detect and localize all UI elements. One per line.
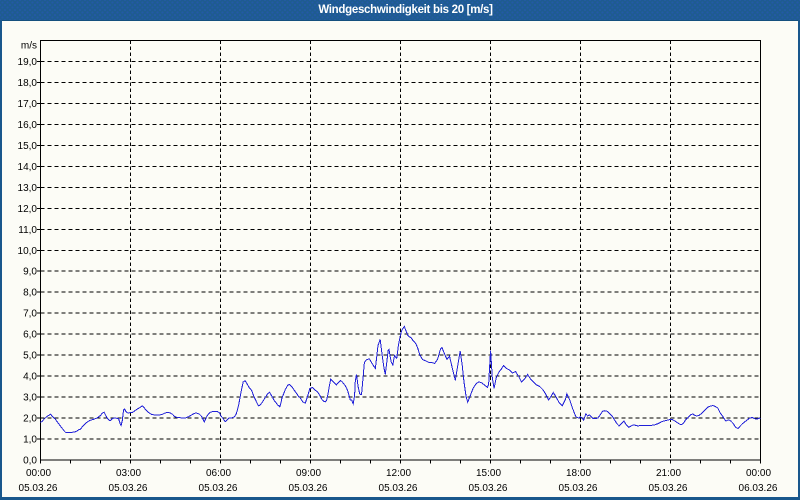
svg-text:14,0: 14,0 <box>18 162 38 173</box>
svg-text:06.03.26: 06.03.26 <box>739 483 778 494</box>
svg-text:8,0: 8,0 <box>23 288 37 299</box>
svg-text:00:00: 00:00 <box>746 468 771 479</box>
svg-text:12,0: 12,0 <box>18 204 38 215</box>
svg-text:13,0: 13,0 <box>18 183 38 194</box>
svg-text:05.03.26: 05.03.26 <box>19 483 58 494</box>
svg-text:00:00: 00:00 <box>26 468 51 479</box>
svg-text:05.03.26: 05.03.26 <box>109 483 148 494</box>
svg-text:3,0: 3,0 <box>23 393 37 404</box>
svg-text:05.03.26: 05.03.26 <box>289 483 328 494</box>
svg-text:19,0: 19,0 <box>18 57 38 68</box>
svg-text:15:00: 15:00 <box>476 468 501 479</box>
svg-text:05.03.26: 05.03.26 <box>379 483 418 494</box>
svg-text:5,0: 5,0 <box>23 351 37 362</box>
svg-text:06:00: 06:00 <box>206 468 231 479</box>
svg-text:12:00: 12:00 <box>386 468 411 479</box>
svg-text:7,0: 7,0 <box>23 309 37 320</box>
svg-text:11,0: 11,0 <box>18 225 37 236</box>
svg-text:16,0: 16,0 <box>18 120 38 131</box>
svg-text:m/s: m/s <box>21 41 37 52</box>
svg-text:15,0: 15,0 <box>18 141 38 152</box>
svg-text:05.03.26: 05.03.26 <box>199 483 238 494</box>
svg-text:1,0: 1,0 <box>23 435 37 446</box>
svg-text:2,0: 2,0 <box>23 414 37 425</box>
svg-text:0,0: 0,0 <box>23 456 37 467</box>
svg-text:05.03.26: 05.03.26 <box>469 483 508 494</box>
svg-text:18,0: 18,0 <box>18 78 38 89</box>
svg-text:10,0: 10,0 <box>18 246 38 257</box>
svg-text:6,0: 6,0 <box>23 330 37 341</box>
svg-text:4,0: 4,0 <box>23 372 37 383</box>
svg-text:03:00: 03:00 <box>116 468 141 479</box>
svg-text:21:00: 21:00 <box>656 468 681 479</box>
svg-text:05.03.26: 05.03.26 <box>649 483 688 494</box>
svg-text:18:00: 18:00 <box>566 468 591 479</box>
svg-text:17,0: 17,0 <box>18 99 38 110</box>
svg-text:05.03.26: 05.03.26 <box>559 483 598 494</box>
svg-text:09:00: 09:00 <box>296 468 321 479</box>
svg-text:9,0: 9,0 <box>23 267 37 278</box>
